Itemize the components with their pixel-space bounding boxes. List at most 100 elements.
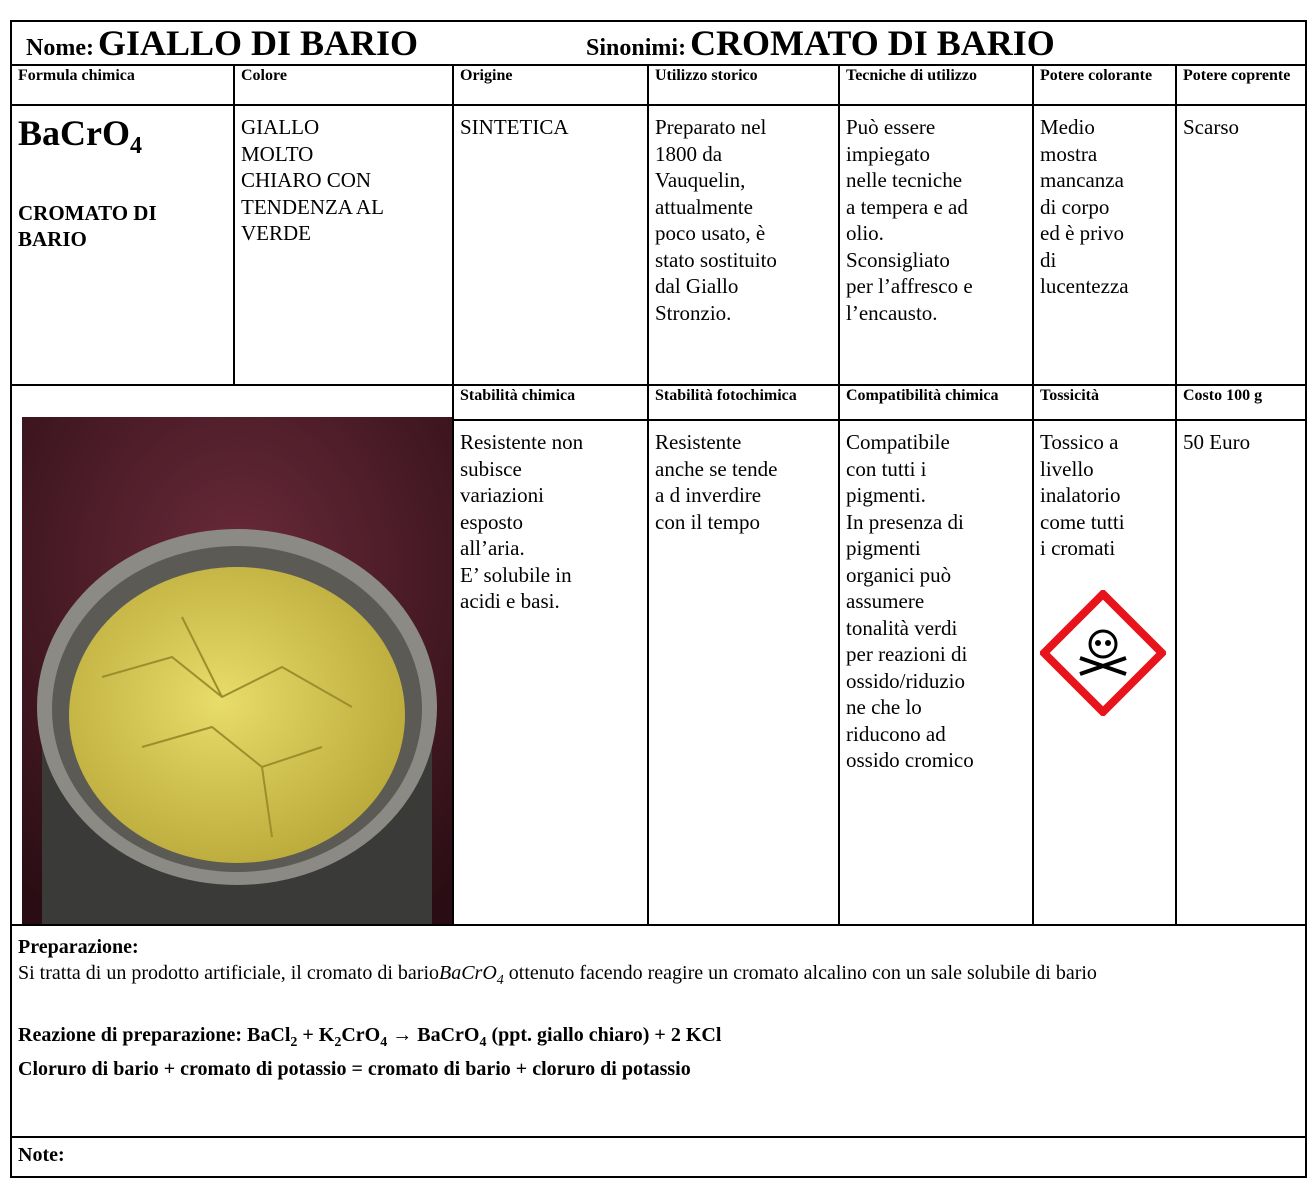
reaction: Reazione di preparazione: BaCl2 + K2CrO4… bbox=[18, 1022, 1299, 1056]
note-label: Note: bbox=[18, 1144, 65, 1166]
text-part: 2 bbox=[334, 1035, 342, 1050]
photo-cell bbox=[10, 384, 454, 926]
text-part: ottenuto facendo reagire un cromato alca… bbox=[503, 962, 1097, 984]
text-part: + K bbox=[297, 1024, 335, 1046]
text-line: 1800 da bbox=[655, 141, 723, 166]
name-label: Nome: bbox=[26, 35, 94, 61]
cell: Medio mostra mancanza di corpo ed è privo di l… bbox=[1032, 104, 1177, 386]
text-line: esposto bbox=[460, 509, 523, 534]
text-line: organici può bbox=[846, 562, 952, 587]
cell: Preparato nel 1800 da Vauquelin, attualment… bbox=[647, 104, 840, 386]
text-part: Si tratta di un prodotto artificiale, il… bbox=[18, 962, 439, 984]
text-line: per reazioni di bbox=[846, 642, 968, 666]
text-part: 2 bbox=[290, 1035, 298, 1050]
text-line: inalatorio bbox=[1040, 483, 1121, 507]
text-line: Preparato nel bbox=[655, 115, 767, 139]
cell: Resistente anche se tende a d inverdire con… bbox=[647, 419, 840, 926]
synonyms: CROMATO DI BARIO bbox=[690, 23, 1055, 63]
toxic-pictogram bbox=[1040, 589, 1166, 716]
synonyms-label: Sinonimi: bbox=[586, 35, 687, 61]
text-line: TENDENZA AL bbox=[241, 194, 384, 219]
text-line: di corpo bbox=[1040, 194, 1110, 219]
pigment-photo bbox=[22, 417, 451, 923]
text-line: dal Giallo bbox=[655, 274, 739, 298]
text-line: subisce bbox=[460, 456, 522, 481]
preparation-text: Si tratta di un prodotto artificiale, il… bbox=[18, 960, 1299, 994]
title-row: Nome: GIALLO DI BARIO Sinonimi: CROMATO … bbox=[9, 20, 1308, 66]
text-line: ossido cromico bbox=[846, 748, 974, 772]
text-line: poco usato, è bbox=[655, 221, 766, 245]
text-line: mancanza bbox=[1040, 168, 1124, 192]
cell: Resistente non subisce variazioni esposto al… bbox=[452, 419, 649, 926]
text-line: VERDE bbox=[241, 221, 311, 245]
cell-text: Tossico a livello inalatorio come tutti i cr… bbox=[1040, 429, 1169, 562]
header-cell: Costo 100 g bbox=[1174, 384, 1308, 421]
cell: Scarso bbox=[1174, 104, 1308, 386]
text-line: all’aria. bbox=[460, 536, 525, 560]
text-line: Vauquelin, bbox=[655, 168, 746, 192]
text-part: CrO bbox=[341, 1024, 381, 1046]
text-line: Stronzio. bbox=[655, 300, 732, 325]
text-part: 4 bbox=[130, 133, 142, 160]
text-part: → BaCrO bbox=[387, 1024, 480, 1046]
cell: GIALLO MOLTO CHIARO CON TENDENZA AL VERDE bbox=[233, 104, 454, 386]
text-line: ed è privo bbox=[1040, 221, 1124, 245]
cell: Compatibile con tutti i pigmenti. In presen… bbox=[838, 419, 1034, 926]
text-part: 4 bbox=[380, 1035, 388, 1050]
text-part: BaCrO bbox=[439, 962, 497, 984]
text-line: a tempera e ad bbox=[846, 194, 968, 219]
text-line: acidi e basi. bbox=[460, 589, 560, 613]
cell: SINTETICA bbox=[452, 104, 649, 386]
text-line: pigmenti. bbox=[846, 483, 926, 507]
text-line: Tossico a bbox=[1040, 430, 1119, 454]
text-line: pigmenti bbox=[846, 536, 921, 560]
text-line: riducono ad bbox=[846, 721, 946, 746]
text-line: Resistente non bbox=[460, 430, 584, 454]
header-cell: Formula chimica bbox=[10, 64, 235, 106]
text-line: ossido/riduzio bbox=[846, 668, 965, 693]
header-cell: Stabilità chimica bbox=[452, 384, 649, 421]
text-line: In presenza di bbox=[846, 509, 964, 534]
text-line: l’encausto. bbox=[846, 300, 938, 325]
reaction-words: Cloruro di bario + cromato di potassio =… bbox=[18, 1058, 691, 1080]
cell: Tossico a livello inalatorio come tutti i cr… bbox=[1032, 419, 1177, 926]
text-line: a d inverdire bbox=[655, 483, 762, 507]
text-line: Resistente bbox=[655, 430, 742, 454]
header-cell: Potere colorante bbox=[1032, 64, 1177, 106]
text-line: Scarso bbox=[1183, 115, 1239, 139]
text-line: variazioni bbox=[460, 483, 544, 507]
text-part: BaCrO bbox=[18, 113, 130, 153]
text-line: per l’affresco e bbox=[846, 274, 973, 298]
cell: Può essere impiegato nelle tecniche a tempe… bbox=[838, 104, 1034, 386]
header-cell: Utilizzo storico bbox=[647, 64, 840, 106]
header-cell: Potere coprente bbox=[1174, 64, 1308, 106]
text-line: nelle tecniche bbox=[846, 168, 963, 192]
text-line: CHIARO CON bbox=[241, 168, 372, 192]
note: Note: bbox=[9, 1136, 1308, 1178]
text-line: 50 Euro bbox=[1183, 430, 1251, 454]
text-line: anche se tende bbox=[655, 456, 778, 481]
text-part: 4 bbox=[496, 973, 504, 988]
text-line: Compatibile bbox=[846, 430, 950, 454]
text-line: SINTETICA bbox=[460, 115, 569, 139]
text-line: tonalità verdi bbox=[846, 615, 958, 640]
text-part: Reazione di preparazione: BaCl bbox=[18, 1024, 291, 1046]
text-line: Può essere bbox=[846, 115, 936, 139]
text-line: di bbox=[1040, 247, 1057, 272]
text-line: con il tempo bbox=[655, 509, 760, 534]
text-part: 4 bbox=[479, 1035, 487, 1050]
text-line: con tutti i bbox=[846, 456, 927, 481]
text-line: livello bbox=[1040, 456, 1094, 481]
name: GIALLO DI BARIO bbox=[97, 23, 419, 63]
text-line: assumere bbox=[846, 589, 925, 613]
text-line: olio. bbox=[846, 221, 884, 245]
text-line: MOLTO bbox=[241, 141, 314, 166]
text-line: mostra bbox=[1040, 141, 1098, 166]
header-cell: Tossicità bbox=[1032, 384, 1177, 421]
text-line: i cromati bbox=[1040, 536, 1116, 560]
text-line: attualmente bbox=[655, 194, 753, 219]
formula-cell: BaCrO4 CROMATO DI BARIO bbox=[10, 104, 235, 386]
text-line: Sconsigliato bbox=[846, 247, 950, 272]
cell: 50 Euro bbox=[1174, 419, 1308, 926]
